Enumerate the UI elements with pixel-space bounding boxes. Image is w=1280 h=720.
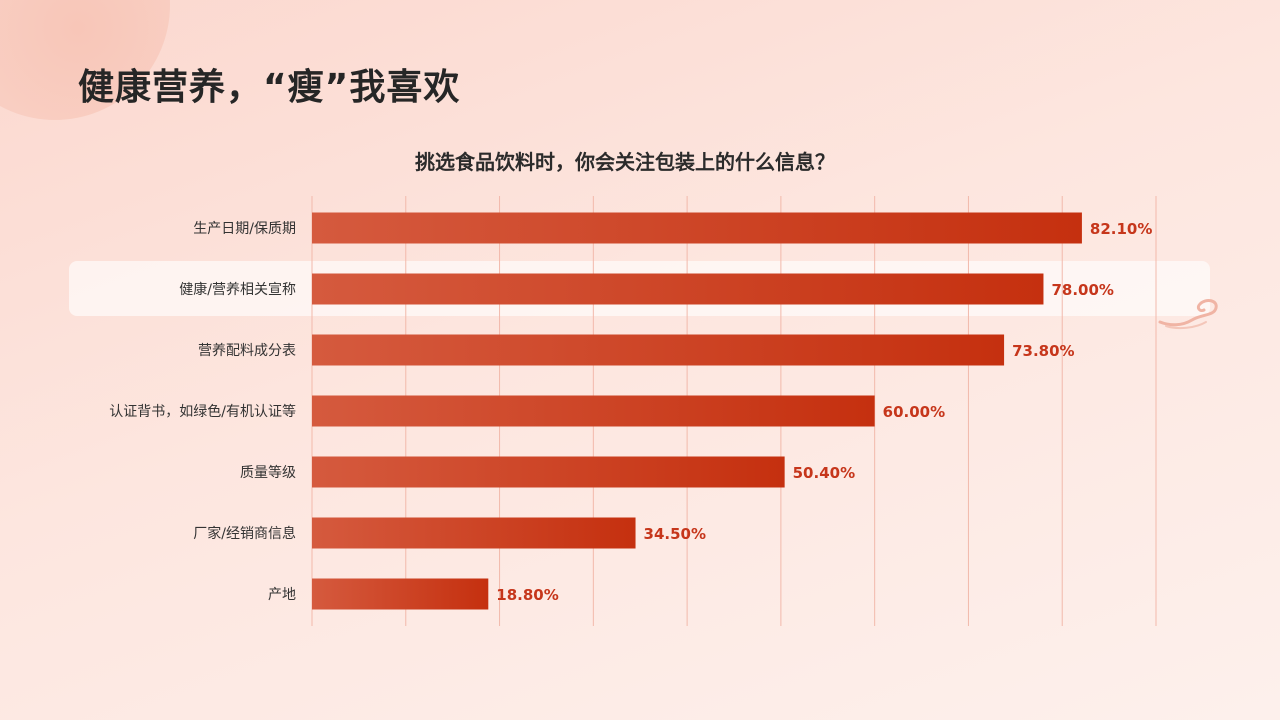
value-label: 60.00% — [883, 403, 945, 421]
category-label: 健康/营养相关宣称 — [179, 281, 296, 298]
value-label: 82.10% — [1090, 220, 1152, 238]
category-label: 生产日期/保质期 — [193, 221, 296, 237]
page-title: 健康营养，“瘦”我喜欢 — [78, 67, 461, 108]
category-label: 产地 — [268, 587, 296, 603]
bar — [312, 212, 1082, 244]
value-label: 34.50% — [644, 525, 706, 543]
chart-title: 挑选食品饮料时，你会关注包装上的什么信息？ — [415, 150, 835, 174]
value-label: 50.40% — [793, 464, 855, 482]
bar — [312, 273, 1044, 305]
bars: 生产日期/保质期 82.10% 健康/营养相关宣称 78.00% 营养配料成分表 73.8… — [109, 212, 1152, 610]
bar — [312, 517, 636, 549]
bar — [312, 456, 785, 488]
value-label: 73.80% — [1012, 342, 1074, 360]
value-label: 78.00% — [1051, 281, 1113, 299]
category-label: 营养配料成分表 — [198, 343, 296, 359]
category-label: 厂家/经销商信息 — [193, 525, 296, 542]
bar — [312, 578, 489, 610]
value-label: 18.80% — [496, 586, 558, 604]
cloud-ornament-icon — [1158, 299, 1218, 330]
bar — [312, 395, 875, 427]
category-label: 质量等级 — [240, 464, 296, 481]
category-label: 认证背书，如绿色/有机认证等 — [109, 403, 296, 420]
bar — [312, 334, 1005, 366]
